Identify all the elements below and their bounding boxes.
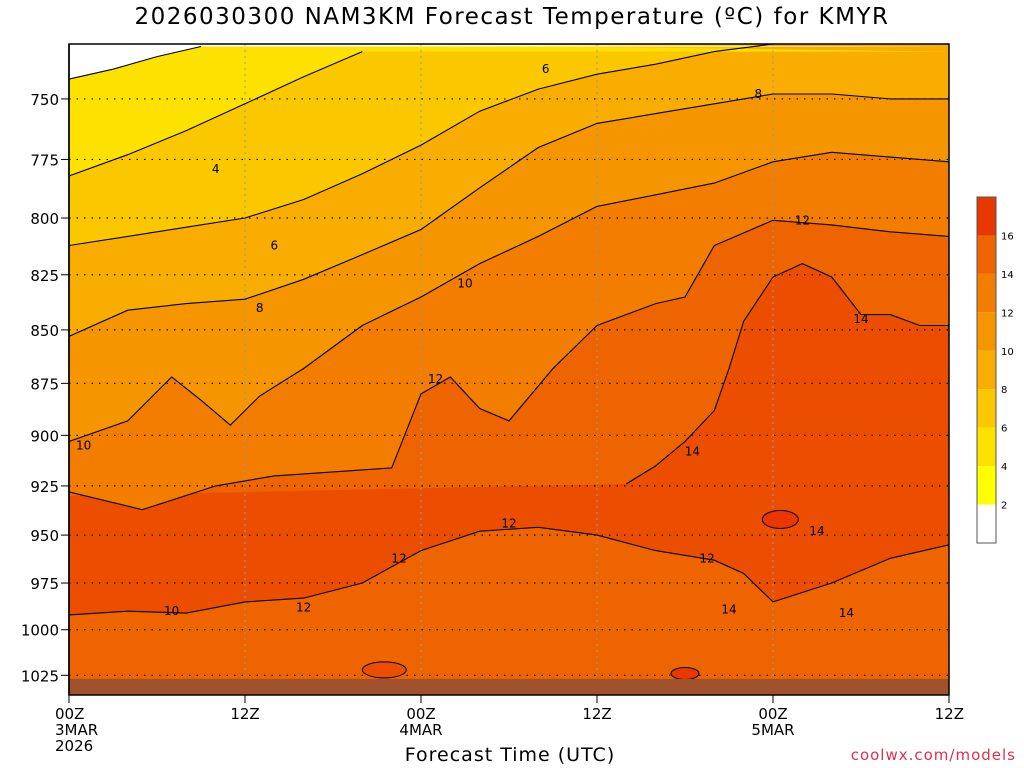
legend-swatch <box>977 235 996 274</box>
contour-label: 10 <box>164 604 179 618</box>
isotherm-6 <box>69 44 774 247</box>
x-tick-label: 12Z <box>935 705 964 723</box>
legend-swatch <box>977 197 996 236</box>
contour-label: 10 <box>76 439 91 453</box>
legend-label: 8 <box>1001 385 1007 396</box>
legend-label: 2 <box>1001 501 1007 512</box>
legend-label: 10 <box>1001 347 1014 358</box>
band-12-14-lower <box>69 527 949 695</box>
contour-label: 12 <box>428 372 443 386</box>
legend-label: 4 <box>1001 462 1007 473</box>
contour-label: 12 <box>391 551 406 565</box>
contour-label: 8 <box>755 87 763 101</box>
ground-fill <box>69 678 949 695</box>
contour-label: 8 <box>256 301 264 315</box>
isotherm-8 <box>69 93 949 337</box>
band-4-6 <box>69 44 949 246</box>
isotherm-12-lower <box>69 526 949 616</box>
legend-frame <box>976 196 997 544</box>
contour-label: 12 <box>795 213 810 227</box>
y-tick-label: 800 <box>30 210 59 228</box>
y-tick-label: 925 <box>30 478 59 496</box>
x-tick-date: 5MAR <box>751 721 794 739</box>
y-tick-label: 975 <box>30 575 59 593</box>
legend-label: 12 <box>1001 308 1014 319</box>
isotherm-12 <box>69 219 949 511</box>
y-tick-label: 850 <box>30 322 59 340</box>
legend-swatch <box>977 466 996 505</box>
contour-label: 12 <box>699 551 714 565</box>
y-tick-label: 900 <box>30 427 59 445</box>
y-axis: 750 775 800 825 850 875 900 925 950 975 1000 1025 <box>21 44 70 695</box>
warm-cell-16 <box>761 509 799 529</box>
temperature-bands <box>69 44 949 695</box>
y-tick-label: 875 <box>30 375 59 393</box>
y-tick-label: 950 <box>30 527 59 545</box>
warm-cell-surface <box>670 667 700 681</box>
x-tick-label: 00Z <box>758 705 787 723</box>
contour-label: 4 <box>212 162 220 176</box>
legend-swatch <box>977 389 996 428</box>
x-axis-label: Forecast Time (UTC) <box>404 744 616 766</box>
chart-title: 2026030300 NAM3KM Forecast Temperature (… <box>134 4 890 30</box>
isotherm-2 <box>69 45 202 80</box>
contour-label: 14 <box>809 524 824 538</box>
y-tick-label: 825 <box>30 267 59 285</box>
contour-label: 12 <box>501 516 516 530</box>
x-tick-label: 12Z <box>582 705 611 723</box>
ground-below-surface <box>69 678 949 695</box>
credit-link[interactable]: coolwx.com/models <box>850 746 1016 764</box>
legend-swatch <box>977 273 996 313</box>
x-tick-year: 2026 <box>55 737 93 755</box>
isotherm-10 <box>69 151 949 443</box>
color-legend: 2 4 6 8 10 12 14 16 <box>976 196 1014 544</box>
isotherm-14 <box>626 262 949 485</box>
isotherm-contours <box>69 44 949 681</box>
contour-labels: 4 6 6 8 8 10 10 10 12 12 12 12 12 12 14 14 14 14 14 <box>76 62 869 620</box>
isotherm-4 <box>69 51 363 177</box>
contour-label: 6 <box>542 62 550 76</box>
legend-swatch <box>977 350 996 390</box>
x-tick-label: 12Z <box>230 705 259 723</box>
x-tick-label: 00Z <box>55 705 84 723</box>
grid-lines <box>69 44 949 695</box>
contour-label: 14 <box>685 445 700 459</box>
contour-label: 10 <box>457 277 472 291</box>
warm-cell-14 <box>361 661 407 679</box>
y-tick-label: 1000 <box>21 622 59 640</box>
contour-label: 14 <box>721 602 736 616</box>
legend-swatch <box>977 504 996 543</box>
band-2-4 <box>69 44 949 176</box>
band-below-2 <box>69 44 949 80</box>
y-tick-label: 1025 <box>21 667 59 685</box>
x-tick-label: 00Z <box>406 705 435 723</box>
legend-swatch <box>977 427 996 467</box>
legend-label: 6 <box>1001 424 1007 435</box>
legend-swatch <box>977 312 996 351</box>
x-tick-date: 4MAR <box>399 721 442 739</box>
y-tick-label: 775 <box>30 151 59 169</box>
legend-label: 16 <box>1001 231 1014 242</box>
x-tick-date: 3MAR <box>55 721 98 739</box>
legend-label: 14 <box>1001 270 1014 281</box>
contour-label: 14 <box>839 606 854 620</box>
contour-label: 6 <box>271 238 279 252</box>
contour-label: 14 <box>853 312 868 326</box>
y-tick-label: 750 <box>30 91 59 109</box>
contour-label: 12 <box>296 600 311 614</box>
